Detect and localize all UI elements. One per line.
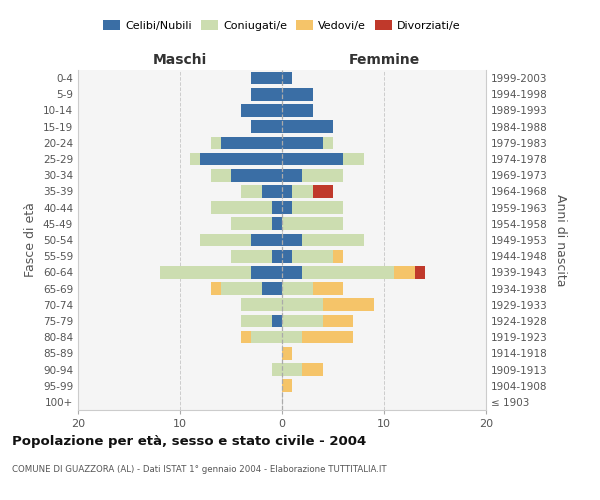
Bar: [302, 234, 364, 246]
Bar: [282, 136, 323, 149]
Bar: [302, 363, 323, 376]
Text: COMUNE DI GUAZZORA (AL) - Dati ISTAT 1° gennaio 2004 - Elaborazione TUTTITALIA.I: COMUNE DI GUAZZORA (AL) - Dati ISTAT 1° …: [12, 465, 386, 474]
Text: Popolazione per età, sesso e stato civile - 2004: Popolazione per età, sesso e stato civil…: [12, 435, 366, 448]
Bar: [313, 185, 333, 198]
Bar: [282, 152, 343, 166]
Bar: [211, 136, 221, 149]
Bar: [282, 185, 292, 198]
Bar: [282, 380, 292, 392]
Bar: [251, 266, 282, 278]
Bar: [302, 331, 353, 344]
Bar: [251, 72, 282, 85]
Bar: [292, 185, 313, 198]
Bar: [160, 266, 251, 278]
Bar: [282, 347, 292, 360]
Bar: [262, 282, 282, 295]
Bar: [282, 234, 302, 246]
Bar: [282, 331, 302, 344]
Bar: [282, 88, 313, 101]
Bar: [415, 266, 425, 278]
Bar: [211, 169, 231, 181]
Bar: [292, 202, 343, 214]
Bar: [282, 202, 292, 214]
Bar: [200, 234, 251, 246]
Bar: [323, 314, 353, 328]
Bar: [282, 363, 302, 376]
Bar: [231, 169, 282, 181]
Bar: [231, 250, 272, 262]
Bar: [333, 250, 343, 262]
Bar: [302, 266, 394, 278]
Bar: [282, 218, 343, 230]
Bar: [282, 104, 313, 117]
Bar: [272, 363, 282, 376]
Bar: [221, 136, 282, 149]
Bar: [262, 185, 282, 198]
Bar: [394, 266, 415, 278]
Bar: [323, 298, 374, 311]
Bar: [282, 169, 302, 181]
Bar: [221, 282, 262, 295]
Bar: [241, 331, 251, 344]
Bar: [251, 331, 282, 344]
Bar: [292, 250, 333, 262]
Text: Maschi: Maschi: [153, 52, 207, 66]
Bar: [241, 185, 262, 198]
Bar: [343, 152, 364, 166]
Bar: [241, 314, 272, 328]
Bar: [282, 250, 292, 262]
Bar: [282, 298, 323, 311]
Bar: [302, 169, 343, 181]
Y-axis label: Anni di nascita: Anni di nascita: [554, 194, 567, 286]
Bar: [190, 152, 200, 166]
Y-axis label: Fasce di età: Fasce di età: [25, 202, 37, 278]
Bar: [282, 314, 323, 328]
Bar: [241, 298, 282, 311]
Bar: [282, 120, 333, 133]
Legend: Celibi/Nubili, Coniugati/e, Vedovi/e, Divorziati/e: Celibi/Nubili, Coniugati/e, Vedovi/e, Di…: [99, 16, 465, 36]
Bar: [272, 218, 282, 230]
Bar: [272, 314, 282, 328]
Bar: [231, 218, 272, 230]
Bar: [200, 152, 282, 166]
Bar: [211, 202, 272, 214]
Bar: [211, 282, 221, 295]
Bar: [251, 88, 282, 101]
Text: Femmine: Femmine: [349, 52, 419, 66]
Bar: [313, 282, 343, 295]
Bar: [241, 104, 282, 117]
Bar: [282, 72, 292, 85]
Bar: [282, 266, 302, 278]
Bar: [251, 120, 282, 133]
Bar: [272, 250, 282, 262]
Bar: [282, 282, 313, 295]
Bar: [272, 202, 282, 214]
Bar: [251, 234, 282, 246]
Bar: [323, 136, 333, 149]
